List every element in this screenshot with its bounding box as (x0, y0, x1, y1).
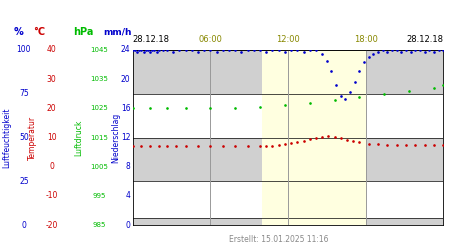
Text: Temperatur: Temperatur (28, 116, 37, 160)
Text: hPa: hPa (73, 28, 94, 38)
Text: 20: 20 (121, 75, 130, 84)
Bar (133, 181, 443, 218)
Text: %: % (13, 28, 23, 38)
Text: 995: 995 (92, 193, 106, 199)
Text: 8: 8 (126, 162, 130, 171)
Bar (262, 50, 365, 225)
Text: °C: °C (34, 28, 45, 38)
Text: 4: 4 (126, 191, 130, 200)
Text: 30: 30 (47, 75, 57, 84)
Text: 75: 75 (19, 89, 29, 98)
Text: 06:00: 06:00 (198, 35, 222, 44)
Text: 1015: 1015 (90, 134, 108, 140)
Text: 25: 25 (19, 177, 29, 186)
Text: 12: 12 (121, 133, 130, 142)
Text: 0: 0 (50, 162, 54, 171)
Text: mm/h: mm/h (104, 28, 132, 37)
Text: Erstellt: 15.01.2025 11:16: Erstellt: 15.01.2025 11:16 (229, 235, 329, 244)
Text: Luftfeuchtigkeit: Luftfeuchtigkeit (2, 107, 11, 168)
Text: 12:00: 12:00 (276, 35, 300, 44)
Text: 100: 100 (17, 46, 31, 54)
Text: Niederschlag: Niederschlag (112, 112, 121, 162)
Text: 0: 0 (126, 220, 130, 230)
Text: 16: 16 (121, 104, 130, 113)
Text: 1045: 1045 (90, 47, 108, 53)
Text: 1035: 1035 (90, 76, 108, 82)
Bar (133, 218, 443, 225)
Bar (133, 138, 443, 181)
Text: 40: 40 (47, 46, 57, 54)
Text: 20: 20 (47, 104, 57, 113)
Text: 1025: 1025 (90, 105, 108, 111)
Text: -10: -10 (45, 191, 58, 200)
Text: 1005: 1005 (90, 164, 108, 170)
Bar (133, 94, 443, 138)
Text: 985: 985 (92, 222, 106, 228)
Text: 18:00: 18:00 (354, 35, 378, 44)
Text: 28.12.18: 28.12.18 (133, 35, 170, 44)
Text: Luftdruck: Luftdruck (74, 119, 83, 156)
Text: 24: 24 (121, 46, 130, 54)
Text: 10: 10 (47, 133, 57, 142)
Bar (133, 50, 443, 94)
Text: -20: -20 (45, 220, 58, 230)
Text: 50: 50 (19, 133, 29, 142)
Text: 28.12.18: 28.12.18 (406, 35, 443, 44)
Text: 0: 0 (22, 220, 26, 230)
